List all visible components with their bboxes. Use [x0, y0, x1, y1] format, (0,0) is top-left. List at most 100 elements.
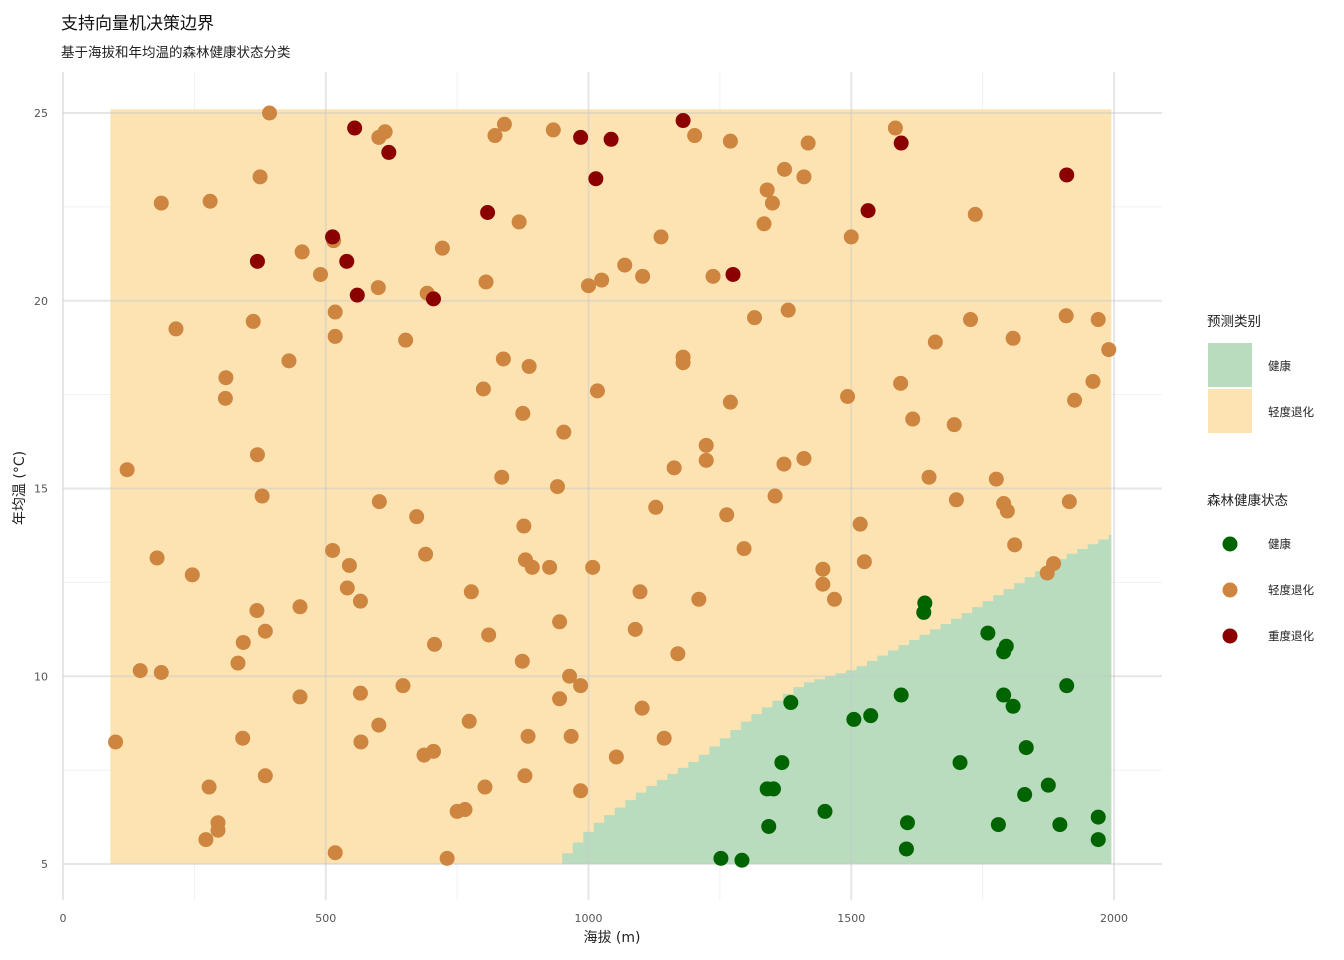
data-point-healthy [863, 708, 879, 724]
data-point-mild [168, 321, 184, 337]
data-point-healthy [952, 755, 968, 771]
data-point-mild [327, 845, 343, 861]
data-point-healthy [996, 644, 1012, 660]
data-point-mild [294, 244, 310, 260]
data-point-mild [325, 542, 341, 558]
data-point-mild [764, 195, 780, 211]
data-point-mild [327, 304, 343, 320]
data-point-mild [427, 636, 443, 652]
data-point-mild [573, 783, 589, 799]
data-point-mild [463, 584, 479, 600]
data-point-mild [722, 133, 738, 149]
data-point-mild [153, 664, 169, 680]
data-point-mild [339, 580, 355, 596]
data-point-mild [552, 691, 568, 707]
data-point-mild [439, 850, 455, 866]
data-point-severe [349, 287, 365, 303]
data-point-mild [395, 678, 411, 694]
chart-subtitle: 基于海拔和年均温的森林健康状态分类 [61, 45, 291, 61]
data-point-healthy [761, 818, 777, 834]
data-point-severe [249, 253, 265, 269]
data-point-mild [653, 229, 669, 245]
data-point-mild [988, 471, 1004, 487]
data-point-healthy [898, 841, 914, 857]
data-point-mild [648, 499, 664, 515]
data-point-mild [756, 216, 772, 232]
data-point-mild [249, 447, 265, 463]
data-point-mild [235, 730, 251, 746]
data-point-mild [434, 240, 450, 256]
data-point-mild [520, 728, 536, 744]
data-point-mild [252, 169, 268, 185]
legend-swatch-healthy [1208, 343, 1252, 387]
data-point-severe [588, 171, 604, 187]
data-point-mild [691, 591, 707, 607]
data-point-mild [119, 462, 135, 478]
data-point-healthy [817, 803, 833, 819]
legend-dot-severe [1222, 628, 1238, 644]
data-point-severe [603, 131, 619, 147]
data-point-mild [563, 728, 579, 744]
data-point-mild [511, 214, 527, 230]
data-point-mild [516, 518, 532, 534]
data-point-mild [202, 193, 218, 209]
data-point-mild [494, 469, 510, 485]
x-axis-title: 海拔 (m) [583, 930, 640, 946]
decision-region [110, 109, 1112, 865]
data-point-mild [487, 128, 503, 144]
data-point-severe [381, 144, 397, 160]
data-point-mild [698, 437, 714, 453]
data-point-mild [352, 593, 368, 609]
data-point-severe [339, 253, 355, 269]
data-point-mild [524, 559, 540, 575]
data-point-mild [796, 450, 812, 466]
data-point-mild [627, 621, 643, 637]
data-point-mild [514, 653, 530, 669]
data-point-mild [218, 370, 234, 386]
legend-label-healthy: 健康 [1268, 359, 1291, 373]
data-point-mild [815, 561, 831, 577]
data-point-healthy [734, 852, 750, 868]
data-point-mild [398, 332, 414, 348]
x-tick-label: 2000 [1100, 912, 1128, 925]
data-point-mild [887, 120, 903, 136]
data-point-mild [292, 689, 308, 705]
data-point-severe [860, 203, 876, 219]
data-point-mild [826, 591, 842, 607]
data-points [108, 105, 1117, 868]
data-point-mild [967, 206, 983, 222]
data-point-mild [249, 603, 265, 619]
data-point-mild [963, 312, 979, 328]
data-point-healthy [783, 695, 799, 711]
x-tick-label: 500 [315, 912, 336, 925]
data-point-mild [687, 128, 703, 144]
data-point-mild [108, 734, 124, 750]
data-point-mild [634, 700, 650, 716]
data-point-mild [257, 768, 273, 784]
data-point-mild [656, 730, 672, 746]
data-point-healthy [1017, 787, 1033, 803]
y-tick-label: 15 [34, 483, 48, 496]
data-point-mild [815, 576, 831, 592]
data-point-mild [552, 614, 568, 630]
data-point-mild [1007, 537, 1023, 553]
data-point-mild [371, 717, 387, 733]
point-legend: 森林健康状态 健康 轻度退化 重度退化 [1207, 492, 1314, 644]
data-point-mild [496, 116, 512, 132]
data-point-mild [1067, 392, 1083, 408]
data-point-mild [585, 559, 601, 575]
data-point-mild [371, 494, 387, 510]
data-point-healthy [1090, 809, 1106, 825]
data-point-mild [921, 469, 937, 485]
major-grid [62, 72, 1162, 900]
data-point-mild [759, 182, 775, 198]
data-point-mild [254, 488, 270, 504]
legend-point-label-healthy: 健康 [1268, 537, 1291, 551]
data-point-mild [495, 351, 511, 367]
data-point-healthy [1090, 832, 1106, 848]
data-point-mild [747, 310, 763, 326]
healthy-region [551, 533, 1112, 864]
data-point-mild [927, 334, 943, 350]
data-point-mild [1058, 308, 1074, 324]
data-point-mild [198, 832, 214, 848]
